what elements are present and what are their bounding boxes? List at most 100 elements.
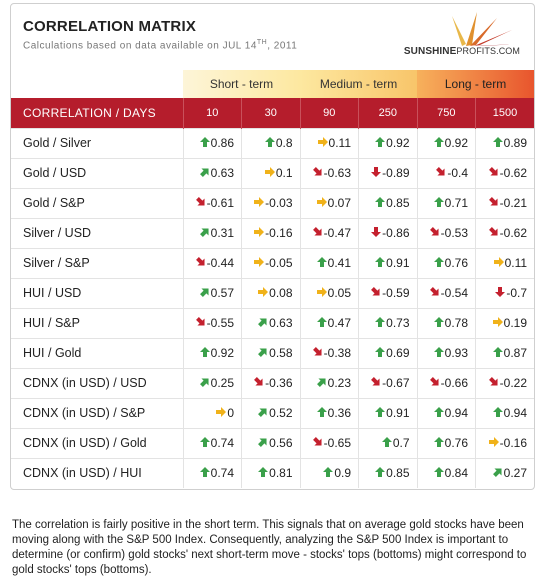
logo-main: SUNSHINE bbox=[403, 46, 457, 57]
arrow-up-right-icon bbox=[484, 466, 504, 481]
arrow-up-icon bbox=[425, 406, 445, 421]
table-cell: 0.05 bbox=[300, 277, 360, 308]
table-cell: 0.11 bbox=[300, 127, 360, 158]
arrow-up-icon bbox=[191, 136, 211, 151]
correlation-value: 0.84 bbox=[444, 466, 469, 481]
table-cell: -0.05 bbox=[241, 247, 301, 278]
arrow-up-icon bbox=[484, 406, 504, 421]
correlation-value: -0.86 bbox=[382, 226, 410, 240]
correlation-value: -0.61 bbox=[206, 196, 234, 210]
arrow-right-icon bbox=[249, 286, 269, 301]
correlation-value: 0.05 bbox=[327, 286, 352, 300]
arrow-right-icon bbox=[308, 196, 328, 211]
arrow-right-icon bbox=[256, 166, 276, 181]
table-row: CDNX (in USD) / S&P 0 0.52 0.36 0.91 0.94 0.94 bbox=[11, 397, 534, 428]
correlation-value: -0.21 bbox=[499, 196, 528, 210]
table-cell: 0.74 bbox=[183, 427, 242, 458]
table-cell: 0.7 bbox=[358, 427, 418, 458]
table-cell: 0.87 bbox=[475, 337, 534, 368]
arrow-right-icon bbox=[480, 436, 500, 451]
arrow-down-right-icon bbox=[304, 346, 324, 361]
correlation-value: 0.8 bbox=[275, 136, 293, 150]
table-cell: 0.1 bbox=[241, 157, 301, 188]
arrow-up-icon bbox=[484, 136, 504, 151]
arrow-up-right-icon bbox=[249, 436, 269, 451]
arrow-up-icon bbox=[256, 136, 276, 151]
arrow-down-right-icon bbox=[187, 256, 207, 271]
arrow-down-right-icon bbox=[304, 166, 324, 181]
logo-text: SUNSHINEPROFITS.COM bbox=[404, 46, 520, 57]
arrow-up-icon bbox=[425, 256, 445, 271]
correlation-value: -0.53 bbox=[440, 226, 469, 240]
arrow-down-right-icon bbox=[421, 226, 441, 241]
correlation-value: 0.92 bbox=[210, 346, 234, 360]
table-cell: -0.4 bbox=[417, 157, 477, 188]
table-row: CDNX (in USD) / Gold 0.74 0.56 -0.65 0.7 0.76… bbox=[11, 427, 534, 458]
correlation-value: 0.07 bbox=[327, 196, 352, 210]
arrow-down-right-icon bbox=[362, 376, 382, 391]
arrow-up-icon bbox=[425, 346, 445, 361]
table-cell: -0.62 bbox=[475, 157, 534, 188]
table-row: Gold / USD 0.63 0.1 -0.63 -0.89 -0.4 -0.62 bbox=[11, 157, 534, 188]
table-cell: 0.56 bbox=[241, 427, 301, 458]
arrow-up-icon bbox=[366, 256, 386, 271]
arrow-down-right-icon bbox=[304, 226, 324, 241]
arrow-up-right-icon bbox=[308, 376, 328, 391]
arrow-down-right-icon bbox=[187, 196, 207, 211]
correlation-value: 0.73 bbox=[386, 316, 410, 330]
correlation-value: 0.7 bbox=[392, 436, 410, 450]
correlation-value: 0.56 bbox=[269, 436, 293, 450]
table-cell: -0.53 bbox=[417, 217, 477, 248]
arrow-up-icon bbox=[425, 436, 445, 451]
arrow-up-icon bbox=[366, 316, 386, 331]
table-row: CDNX (in USD) / HUI 0.74 0.81 0.9 0.85 0.84 0.… bbox=[11, 457, 534, 488]
table-row: CDNX (in USD) / USD 0.25 -0.36 0.23 -0.67 -0.… bbox=[11, 367, 534, 398]
panel-header: CORRELATION MATRIX Calculations based on… bbox=[11, 4, 534, 66]
correlation-value: 0.23 bbox=[327, 376, 352, 390]
correlation-value: 0.89 bbox=[503, 136, 528, 150]
row-label: Silver / S&P bbox=[11, 247, 184, 278]
table-cell: 0.36 bbox=[300, 397, 360, 428]
correlation-value: -0.38 bbox=[323, 346, 352, 360]
correlation-value: -0.16 bbox=[499, 436, 528, 450]
column-header-row: CORRELATION / DAYS 10 30 90 250 750 1500 bbox=[11, 98, 534, 128]
correlation-value: -0.36 bbox=[265, 376, 293, 390]
arrow-up-icon bbox=[308, 256, 328, 271]
arrow-down-right-icon bbox=[480, 196, 500, 211]
correlation-value: 0.78 bbox=[444, 316, 469, 330]
table-cell: -0.44 bbox=[183, 247, 242, 278]
table-cell: 0.41 bbox=[300, 247, 360, 278]
correlation-value: 0.63 bbox=[269, 316, 293, 330]
correlation-value: -0.62 bbox=[499, 226, 528, 240]
sunburst-icon bbox=[452, 12, 518, 46]
table-cell: 0.91 bbox=[358, 247, 418, 278]
correlation-value: -0.03 bbox=[265, 196, 293, 210]
arrow-down-right-icon bbox=[480, 166, 500, 181]
arrow-up-icon bbox=[366, 136, 386, 151]
correlation-value: -0.66 bbox=[440, 376, 469, 390]
arrow-up-icon bbox=[366, 346, 386, 361]
correlation-value: 0.85 bbox=[386, 196, 410, 210]
table-cell: 0.76 bbox=[417, 427, 477, 458]
column-header-10: 10 bbox=[183, 98, 242, 128]
sunshine-profits-logo[interactable]: SUNSHINEPROFITS.COM bbox=[392, 10, 522, 62]
row-label: Gold / Silver bbox=[11, 127, 184, 158]
arrow-up-right-icon bbox=[249, 406, 269, 421]
correlation-value: 0.36 bbox=[327, 406, 352, 420]
correlation-value: 0.92 bbox=[444, 136, 469, 150]
arrow-up-icon bbox=[191, 346, 211, 361]
correlation-value: -0.54 bbox=[440, 286, 469, 300]
correlation-value: -0.67 bbox=[382, 376, 410, 390]
arrow-up-icon bbox=[308, 316, 328, 331]
correlation-value: 0.31 bbox=[210, 226, 234, 240]
arrow-down-right-icon bbox=[480, 376, 500, 391]
arrow-down-right-icon bbox=[421, 376, 441, 391]
table-cell: 0.57 bbox=[183, 277, 242, 308]
arrow-right-icon bbox=[485, 256, 505, 271]
arrow-up-right-icon bbox=[191, 166, 211, 181]
correlation-value: -0.05 bbox=[265, 256, 293, 270]
correlation-value: -0.59 bbox=[382, 286, 410, 300]
arrow-down-icon bbox=[486, 286, 506, 301]
table-cell: -0.86 bbox=[358, 217, 418, 248]
column-header-90: 90 bbox=[300, 98, 360, 128]
